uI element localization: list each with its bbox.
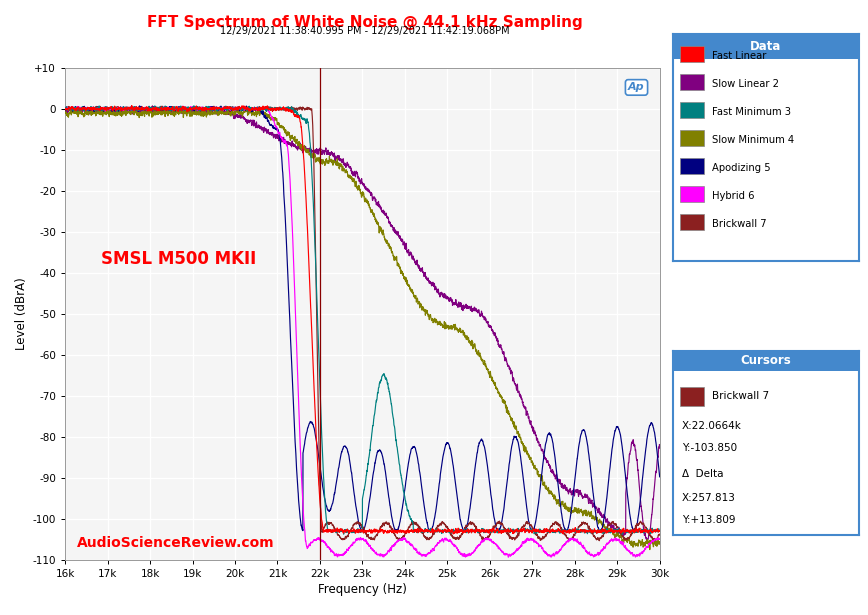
Text: Brickwall 7: Brickwall 7 xyxy=(712,391,769,401)
Text: Hybrid 6: Hybrid 6 xyxy=(712,191,754,200)
Bar xyxy=(681,74,705,90)
Text: X:22.0664k: X:22.0664k xyxy=(682,421,742,431)
Text: Slow Linear 2: Slow Linear 2 xyxy=(712,79,779,89)
Bar xyxy=(681,387,705,406)
Text: Δ  Delta: Δ Delta xyxy=(682,469,724,479)
Y-axis label: Level (dBrA): Level (dBrA) xyxy=(16,277,29,350)
Bar xyxy=(681,158,705,174)
Bar xyxy=(673,34,859,59)
Text: Fast Minimum 3: Fast Minimum 3 xyxy=(712,107,791,117)
Text: Slow Minimum 4: Slow Minimum 4 xyxy=(712,135,794,145)
Text: 12/29/2021 11:38:40.995 PM - 12/29/2021 11:42:19.068PM: 12/29/2021 11:38:40.995 PM - 12/29/2021 … xyxy=(220,26,510,36)
Text: Y:+13.809: Y:+13.809 xyxy=(682,515,735,525)
Text: Y:-103.850: Y:-103.850 xyxy=(682,443,737,453)
Bar xyxy=(673,351,859,371)
Bar xyxy=(681,46,705,62)
Text: FFT Spectrum of White Noise @ 44.1 kHz Sampling: FFT Spectrum of White Noise @ 44.1 kHz S… xyxy=(147,15,582,30)
Text: Fast Linear: Fast Linear xyxy=(712,51,766,61)
Bar xyxy=(681,102,705,118)
X-axis label: Frequency (Hz): Frequency (Hz) xyxy=(318,583,407,596)
Bar xyxy=(681,186,705,202)
Text: SMSL M500 MKII: SMSL M500 MKII xyxy=(101,250,256,269)
Text: AudioScienceReview.com: AudioScienceReview.com xyxy=(77,536,274,550)
Bar xyxy=(681,130,705,146)
Bar xyxy=(681,214,705,230)
Text: Data: Data xyxy=(750,40,782,53)
Text: Brickwall 7: Brickwall 7 xyxy=(712,219,766,229)
Text: Ap: Ap xyxy=(628,82,645,92)
Text: Cursors: Cursors xyxy=(740,354,792,367)
Text: Apodizing 5: Apodizing 5 xyxy=(712,163,771,173)
Text: X:257.813: X:257.813 xyxy=(682,493,736,503)
